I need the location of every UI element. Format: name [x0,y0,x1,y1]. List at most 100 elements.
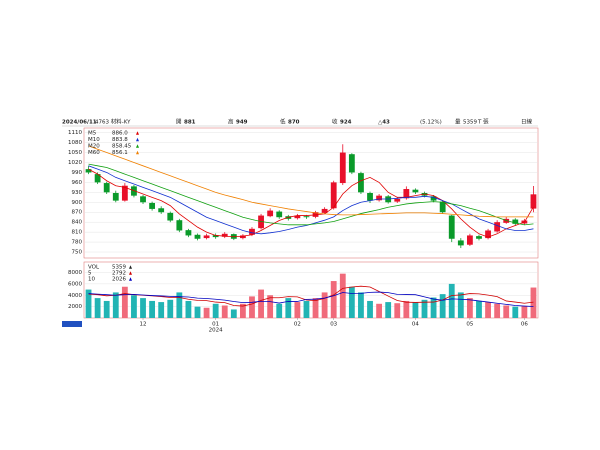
candle-body [494,222,501,232]
volume-bar [358,292,364,318]
volume-bar [112,292,119,318]
volume-bar [194,306,201,318]
volume-bar [330,281,337,318]
volume-bar [494,303,501,318]
candle-body [339,152,346,184]
volume-bar [158,302,165,318]
candle-body [167,212,174,221]
x-tick-label: 02 [294,322,301,328]
price-panel [83,127,539,259]
volume-bar [439,294,446,318]
volume-bar [321,292,328,318]
candle-body [85,169,92,173]
candle-body [457,240,464,246]
y-tick-label: 1020 [68,160,82,166]
candle-body [512,219,519,224]
candle-body [267,210,274,217]
volume-bar [312,298,319,318]
header-volume: 5359 [463,120,477,126]
legend-name: M20 [88,144,100,150]
candle-body [158,208,165,213]
x-tick-label: 12 [140,322,147,328]
volume-bar [276,303,283,318]
volume-bar [294,302,301,318]
legend-name: 10 [88,277,95,283]
candle-body [466,235,473,245]
header-date: 2024/06/11 [62,120,97,126]
volume-bar [131,295,137,318]
ma-line [88,145,534,218]
legend-name: M10 [88,137,100,143]
volume-bar [348,286,355,318]
volume-bar [430,297,437,318]
candle-body [94,174,101,183]
y-tick-label: 840 [72,220,83,226]
up-arrow [136,144,139,148]
legend-value: 856.1 [112,150,128,156]
y-tick-label: 870 [72,210,83,216]
volume-bar [94,298,101,318]
volume-bar [503,305,510,318]
header-period: 日線 [521,118,533,126]
y-tick-label: 780 [72,240,83,246]
legend-name: 5 [88,271,92,277]
volume-bar [267,295,274,318]
x-tick-label: 06 [521,322,528,328]
volume-tick-label: 6000 [68,281,82,287]
legend-value: 2792 [112,271,126,277]
volume-bar [239,303,246,318]
header-label: 開 [176,119,182,126]
candle-body [194,234,201,239]
legend-value: 858.45 [112,144,132,150]
header-volume-label: 量 [455,119,461,126]
candle-body [321,208,328,213]
up-arrow [129,277,132,281]
candle-body [348,154,355,173]
x-tick-label: 01 [212,322,219,328]
volume-bar [476,300,482,318]
header-value: 924 [340,120,352,126]
ma-line [88,163,534,226]
volume-bar [249,296,255,318]
header-value: 870 [288,120,300,126]
candle-body [149,202,156,209]
candle-body [485,230,491,239]
volume-bar [230,309,237,318]
volume-bar [258,289,264,318]
header-label: 高 [228,118,234,126]
candle-body [303,216,310,218]
y-tick-label: 900 [72,200,83,206]
y-tick-label: 1080 [68,140,82,146]
volume-bar [176,292,183,318]
y-tick-label: 960 [72,180,83,186]
legend-value: 883.8 [112,137,128,143]
up-arrow [129,265,132,269]
ma-line [88,291,534,307]
y-tick-label: 810 [72,230,83,236]
volume-tick-label: 2000 [68,304,82,310]
volume-tick-label: 4000 [68,293,82,299]
period-button[interactable] [62,321,82,327]
y-tick-label: 930 [72,190,83,196]
y-tick-label: 1110 [68,130,82,136]
legend-value: 2026 [112,277,126,283]
candle-body [239,235,246,239]
candle-body [249,228,255,235]
volume-bar [121,286,128,318]
volume-bar [185,300,192,318]
candle-body [212,235,219,238]
candle-body [103,183,110,193]
header-change: △43 [378,120,390,126]
volume-panel [83,261,539,319]
header-value: 949 [236,120,248,126]
volume-bar [421,299,428,318]
up-arrow [136,137,139,142]
x-tick-label: 05 [466,322,473,328]
volume-bar [457,292,464,318]
y-tick-label: 990 [72,170,83,176]
volume-bar [140,298,146,318]
volume-bar [485,302,491,318]
volume-bar [448,283,455,318]
year-label: 2024 [209,328,223,334]
